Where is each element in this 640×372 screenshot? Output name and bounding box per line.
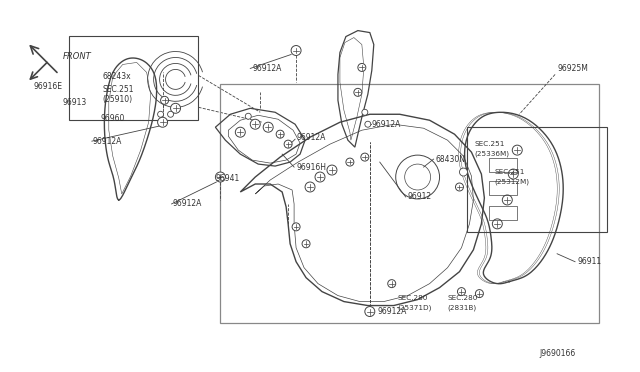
Circle shape bbox=[456, 183, 463, 191]
Circle shape bbox=[305, 182, 315, 192]
Circle shape bbox=[508, 169, 518, 179]
Text: 96912A: 96912A bbox=[252, 64, 282, 73]
Text: (25910): (25910) bbox=[103, 95, 133, 104]
Text: SEC.280: SEC.280 bbox=[397, 295, 428, 301]
Circle shape bbox=[250, 119, 260, 129]
Circle shape bbox=[291, 45, 301, 55]
Text: 96912A: 96912A bbox=[378, 307, 407, 316]
Circle shape bbox=[365, 121, 371, 127]
Text: 96913: 96913 bbox=[63, 98, 87, 107]
Circle shape bbox=[157, 117, 168, 127]
Text: 96941: 96941 bbox=[216, 173, 239, 183]
Text: 96912A: 96912A bbox=[173, 199, 202, 208]
Circle shape bbox=[276, 130, 284, 138]
Text: SEC.251: SEC.251 bbox=[103, 85, 134, 94]
Text: 96912A: 96912A bbox=[372, 120, 401, 129]
Text: 96911: 96911 bbox=[577, 257, 601, 266]
Circle shape bbox=[502, 195, 512, 205]
Circle shape bbox=[315, 172, 325, 182]
Circle shape bbox=[458, 288, 465, 296]
Circle shape bbox=[365, 307, 375, 317]
Circle shape bbox=[476, 290, 483, 298]
Circle shape bbox=[362, 109, 368, 115]
Circle shape bbox=[327, 165, 337, 175]
Bar bbox=[69, 36, 198, 120]
Circle shape bbox=[358, 64, 366, 71]
Text: (2831B): (2831B) bbox=[447, 304, 477, 311]
Circle shape bbox=[361, 153, 369, 161]
Circle shape bbox=[388, 280, 396, 288]
Bar bbox=[467, 127, 607, 232]
Text: 96960: 96960 bbox=[101, 114, 125, 123]
Circle shape bbox=[302, 240, 310, 248]
Circle shape bbox=[168, 111, 173, 117]
Text: J9690166: J9690166 bbox=[539, 349, 575, 358]
Text: 96912: 96912 bbox=[408, 192, 432, 202]
Circle shape bbox=[157, 111, 164, 117]
Text: (25371D): (25371D) bbox=[397, 304, 432, 311]
Circle shape bbox=[171, 103, 180, 113]
Text: 96912A: 96912A bbox=[296, 133, 326, 142]
Circle shape bbox=[354, 89, 362, 96]
Circle shape bbox=[161, 96, 168, 104]
Circle shape bbox=[245, 113, 252, 119]
Text: 68430N: 68430N bbox=[436, 155, 465, 164]
Circle shape bbox=[460, 168, 467, 176]
Text: (25336M): (25336M) bbox=[474, 151, 509, 157]
Circle shape bbox=[292, 223, 300, 231]
Circle shape bbox=[346, 158, 354, 166]
Text: 96925M: 96925M bbox=[557, 64, 588, 73]
Text: 68243x: 68243x bbox=[103, 72, 131, 81]
Text: 96916E: 96916E bbox=[33, 82, 62, 91]
Circle shape bbox=[236, 127, 245, 137]
Circle shape bbox=[216, 172, 225, 182]
Text: SEC.280: SEC.280 bbox=[447, 295, 478, 301]
Text: 96916H: 96916H bbox=[296, 163, 326, 171]
Text: SEC.251: SEC.251 bbox=[474, 141, 505, 147]
Text: SEC.251: SEC.251 bbox=[494, 169, 525, 175]
Circle shape bbox=[512, 145, 522, 155]
Text: (25312M): (25312M) bbox=[494, 179, 529, 185]
Bar bbox=[220, 84, 599, 324]
Circle shape bbox=[284, 140, 292, 148]
Circle shape bbox=[492, 219, 502, 229]
Text: FRONT: FRONT bbox=[63, 52, 92, 61]
Circle shape bbox=[263, 122, 273, 132]
Text: 96912A: 96912A bbox=[93, 137, 122, 146]
